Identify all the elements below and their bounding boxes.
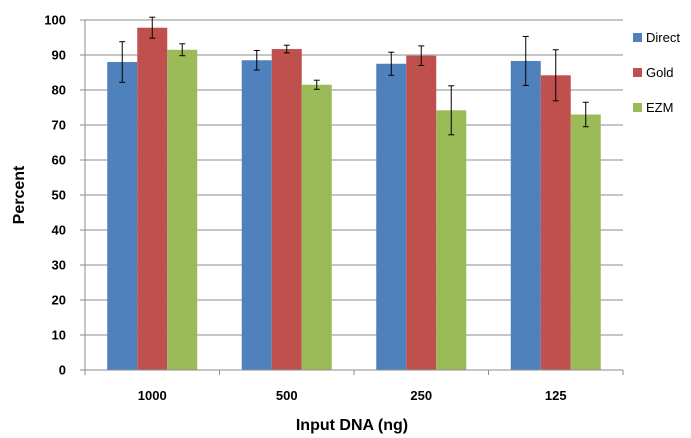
legend-label: Gold — [646, 65, 673, 80]
legend-label: Direct — [646, 30, 680, 45]
bar-gold-250 — [406, 55, 437, 370]
y-tick-label: 40 — [52, 223, 66, 238]
bar-direct-1000 — [107, 62, 138, 370]
x-axis-title: Input DNA (ng) — [296, 417, 408, 434]
x-tick-label: 125 — [545, 388, 567, 403]
x-tick-label: 250 — [410, 388, 432, 403]
bar-ezm-1000 — [167, 49, 198, 370]
error-bar-direct-125 — [522, 35, 529, 86]
bar-gold-1000 — [137, 27, 168, 370]
bar-ezm-125 — [570, 114, 601, 370]
error-bar-ezm-500 — [313, 79, 320, 90]
bar-gold-125 — [540, 75, 571, 371]
bars — [107, 27, 601, 371]
error-bar-gold-500 — [283, 44, 290, 54]
y-tick-label: 80 — [52, 83, 66, 98]
error-bar-ezm-1000 — [179, 43, 186, 57]
legend-item-ezm: EZM — [633, 100, 673, 115]
legend-swatch — [633, 103, 642, 112]
y-tick-label: 90 — [52, 48, 66, 63]
error-bar-ezm-125 — [582, 101, 589, 128]
bar-direct-125 — [510, 60, 541, 370]
legend-item-direct: Direct — [633, 30, 680, 45]
error-bar-direct-500 — [253, 49, 260, 71]
y-tick-label: 50 — [52, 188, 66, 203]
bar-ezm-500 — [301, 84, 332, 370]
y-tick-label: 30 — [52, 258, 66, 273]
legend: Direct Gold EZM — [633, 30, 680, 115]
y-tick-label: 100 — [44, 13, 66, 28]
y-axis-title: Percent — [11, 165, 28, 224]
y-tick-label: 70 — [52, 118, 66, 133]
error-bars — [119, 16, 589, 136]
error-bar-direct-1000 — [119, 41, 126, 83]
bar-direct-250 — [376, 63, 407, 370]
error-bar-direct-250 — [388, 51, 395, 76]
x-tick-labels: 1000 500 250 125 — [138, 388, 567, 403]
y-tick-label: 60 — [52, 153, 66, 168]
y-tick-label: 10 — [52, 328, 66, 343]
legend-swatch — [633, 33, 642, 42]
legend-item-gold: Gold — [633, 65, 673, 80]
bar-ezm-250 — [436, 110, 467, 371]
error-bar-gold-1000 — [149, 16, 156, 39]
error-bar-gold-125 — [552, 49, 559, 102]
legend-label: EZM — [646, 100, 673, 115]
axes — [80, 19, 624, 375]
bar-direct-500 — [241, 60, 272, 370]
y-tick-label: 20 — [52, 293, 66, 308]
bar-gold-500 — [271, 49, 302, 371]
error-bar-ezm-250 — [448, 85, 455, 136]
x-tick-label: 500 — [276, 388, 298, 403]
error-bar-gold-250 — [418, 45, 425, 66]
x-tick-label: 1000 — [138, 388, 167, 403]
y-tick-label: 0 — [59, 363, 66, 378]
y-tick-labels: 0 10 20 30 40 50 60 70 80 90 100 — [44, 13, 66, 378]
legend-swatch — [633, 68, 642, 77]
